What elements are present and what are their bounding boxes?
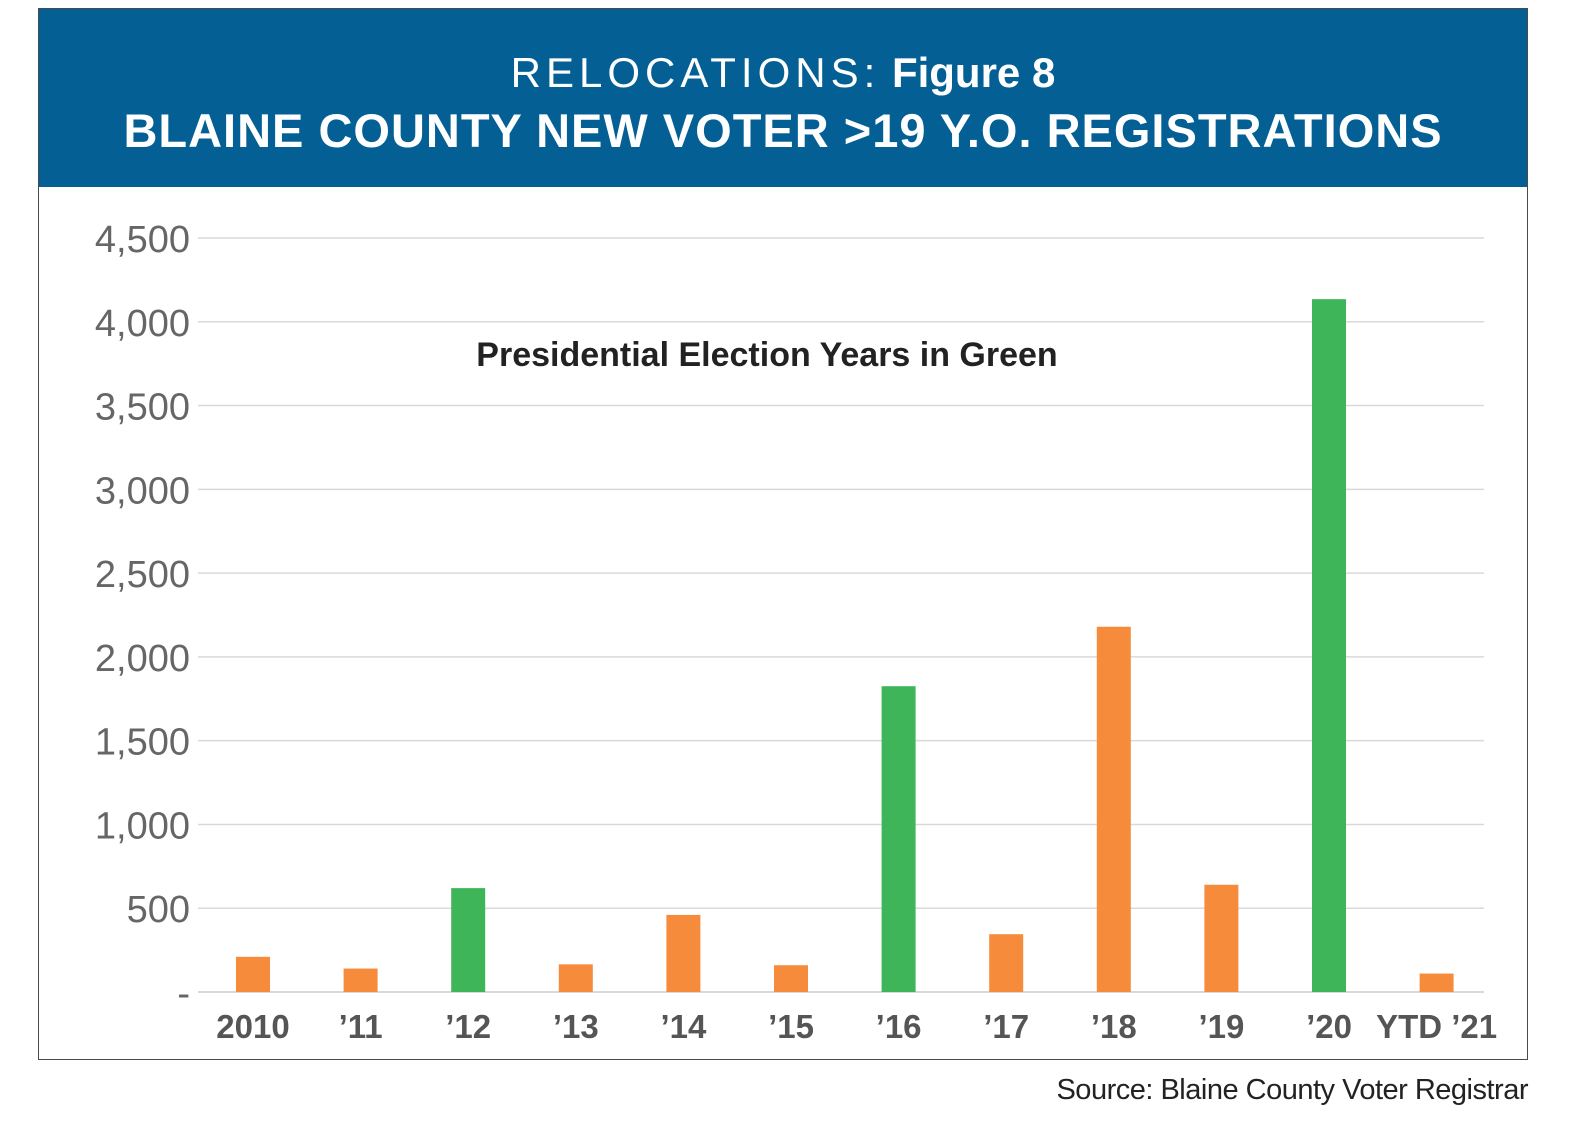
header-kicker-line: RELOCATIONS: Figure 8 <box>39 49 1527 97</box>
bar <box>1096 626 1131 992</box>
x-category-label: ’11 <box>339 1008 383 1045</box>
x-category-label: ’17 <box>983 1008 1029 1045</box>
x-category-label: ’15 <box>768 1008 814 1045</box>
y-tick-label: 4,500 <box>95 219 190 261</box>
chart-title: BLAINE COUNTY NEW VOTER >19 Y.O. REGISTR… <box>123 104 1443 157</box>
x-category-label: ’14 <box>660 1008 707 1045</box>
bar <box>666 914 701 992</box>
x-category-label: ’19 <box>1198 1008 1244 1045</box>
annotation-text: Presidential Election Years in Green <box>476 336 1057 374</box>
source-note: Source: Blaine County Voter Registrar <box>1056 1074 1528 1106</box>
bar <box>774 965 808 992</box>
bar <box>558 964 593 992</box>
chart-header: RELOCATIONS: Figure 8 BLAINE COUNTY NEW … <box>39 9 1527 187</box>
y-tick-label: 3,500 <box>95 387 190 429</box>
y-tick-label: 500 <box>127 889 190 931</box>
bar <box>881 686 916 992</box>
y-tick-label: 4,000 <box>95 303 190 345</box>
header-kicker: RELOCATIONS: <box>510 49 881 96</box>
x-category-label: ’20 <box>1306 1008 1352 1045</box>
x-category-label: 2010 <box>216 1008 289 1045</box>
x-category-label: ’18 <box>1091 1008 1137 1045</box>
bar <box>989 934 1024 992</box>
x-category-label: ’12 <box>445 1008 491 1045</box>
y-tick-label: 2,000 <box>95 638 190 680</box>
bar <box>1204 884 1239 992</box>
bar <box>451 888 486 992</box>
y-tick-label: 3,000 <box>95 470 190 512</box>
y-tick-label: 1,500 <box>95 722 190 764</box>
bar <box>236 956 270 992</box>
x-category-label: ’16 <box>876 1008 922 1045</box>
bar <box>1419 973 1454 992</box>
chart-frame: RELOCATIONS: Figure 8 BLAINE COUNTY NEW … <box>38 8 1528 1060</box>
bar <box>1312 299 1346 992</box>
y-tick-label: 2,500 <box>95 554 190 596</box>
x-category-label: ’13 <box>553 1008 599 1045</box>
bar <box>343 968 378 992</box>
x-category-label: YTD ’21 <box>1376 1008 1497 1045</box>
figure-label: Figure 8 <box>891 49 1056 96</box>
y-tick-label: 1,000 <box>95 805 190 847</box>
y-tick-label: - <box>177 973 190 1015</box>
